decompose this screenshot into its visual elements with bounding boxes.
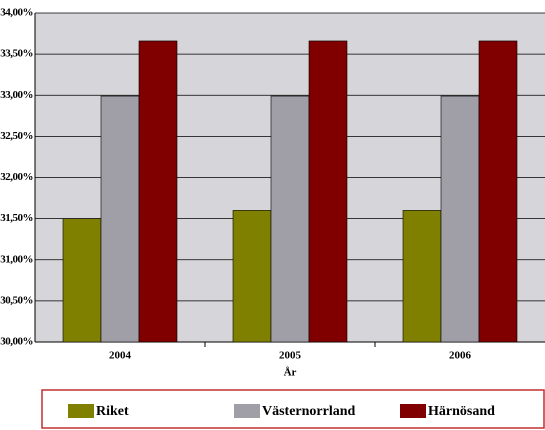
- y-tick-label: 31,00%: [0, 253, 33, 265]
- legend-label: Härnösand: [428, 404, 495, 419]
- bar: [62, 218, 102, 343]
- y-tick-label: 31,50%: [0, 212, 33, 224]
- bar: [232, 210, 272, 343]
- bar: [100, 95, 140, 343]
- x-axis-label: År: [284, 367, 297, 379]
- y-tick-label: 30,50%: [0, 294, 33, 306]
- y-tick-label: 33,50%: [0, 48, 33, 60]
- bar: [440, 95, 480, 343]
- x-tick-label: 2005: [279, 350, 302, 362]
- legend-swatch: [234, 404, 260, 418]
- legend-swatch: [68, 404, 94, 418]
- y-tick-label: 34,00%: [0, 7, 33, 19]
- legend-label: Riket: [96, 404, 129, 419]
- legend-box: [41, 389, 545, 429]
- x-tick-label: 2006: [449, 350, 472, 362]
- bar: [402, 210, 442, 343]
- bar: [138, 40, 178, 343]
- y-tick-label: 32,00%: [0, 171, 33, 183]
- y-tick-label: 30,00%: [0, 336, 33, 348]
- legend-swatch: [400, 404, 426, 418]
- bar: [478, 40, 518, 343]
- x-tick-label: 2004: [109, 350, 132, 362]
- bar: [308, 40, 348, 343]
- bar: [270, 95, 310, 343]
- y-tick-label: 33,00%: [0, 89, 33, 101]
- y-tick-label: 32,50%: [0, 130, 33, 142]
- legend-label: Västernorrland: [262, 404, 356, 419]
